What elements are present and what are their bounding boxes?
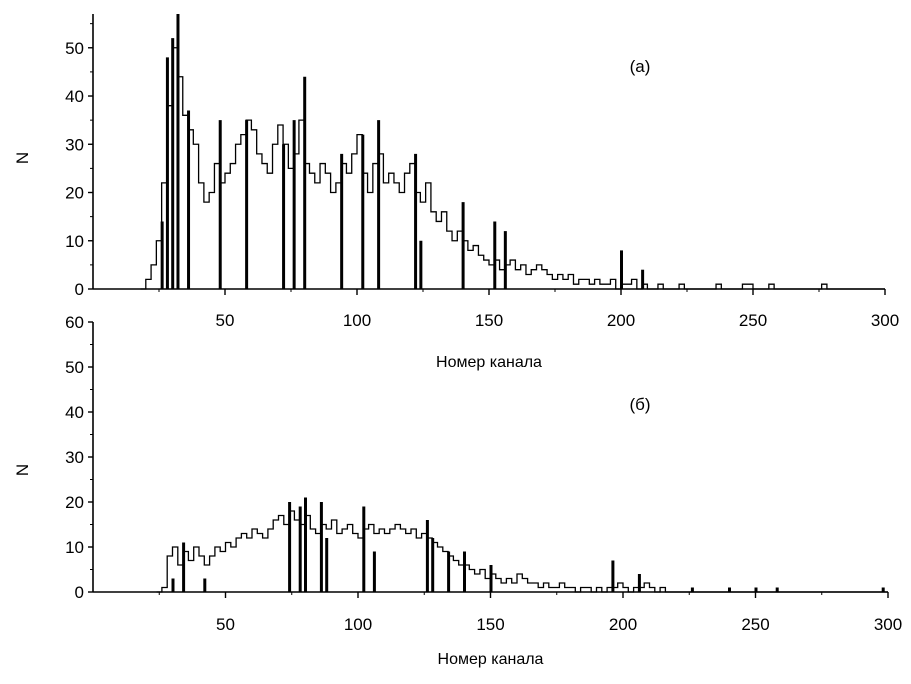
y-axis-label: N [13, 152, 32, 164]
x-axis-label: Номер канала [436, 354, 542, 371]
panel-a: 0 10 20 30 40 50 50 100 150 200 250 300 Номер канала… [13, 14, 899, 371]
x-tick-label: 150 [475, 311, 503, 330]
y-tick-label: 40 [65, 87, 84, 106]
y-tick-label: 10 [65, 538, 84, 557]
panel-annotation: (б) [629, 395, 650, 414]
y-tick-label: 50 [65, 358, 84, 377]
y-tick-label: 40 [65, 403, 84, 422]
panel-annotation: (a) [630, 57, 651, 76]
x-tick-label: 50 [216, 615, 235, 634]
x-tick-label: 300 [874, 615, 902, 634]
y-tick-label: 30 [65, 448, 84, 467]
x-axis-label: Номер канала [438, 651, 544, 668]
histogram-series [156, 510, 888, 593]
x-tick-label: 150 [476, 615, 504, 634]
y-axis-label: N [13, 464, 32, 476]
histogram-series [140, 47, 885, 290]
y-tick-label: 30 [65, 135, 84, 154]
x-tick-label: 300 [871, 311, 899, 330]
x-tick-label: 250 [741, 615, 769, 634]
y-tick-label: 50 [65, 39, 84, 58]
y-tick-label: 0 [75, 583, 84, 602]
y-tick-label: 20 [65, 493, 84, 512]
panel-b: 0 10 20 30 40 50 60 50 100 150 200 250 300 Номер кана… [13, 313, 902, 668]
x-tick-label: 250 [739, 311, 767, 330]
x-tick-label: 200 [609, 615, 637, 634]
y-tick-label: 0 [75, 280, 84, 299]
x-tick-label: 100 [343, 311, 371, 330]
x-tick-label: 100 [344, 615, 372, 634]
y-tick-label: 60 [65, 313, 84, 332]
y-tick-label: 10 [65, 232, 84, 251]
x-tick-label: 200 [607, 311, 635, 330]
x-tick-label: 50 [216, 311, 235, 330]
y-tick-label: 20 [65, 184, 84, 203]
